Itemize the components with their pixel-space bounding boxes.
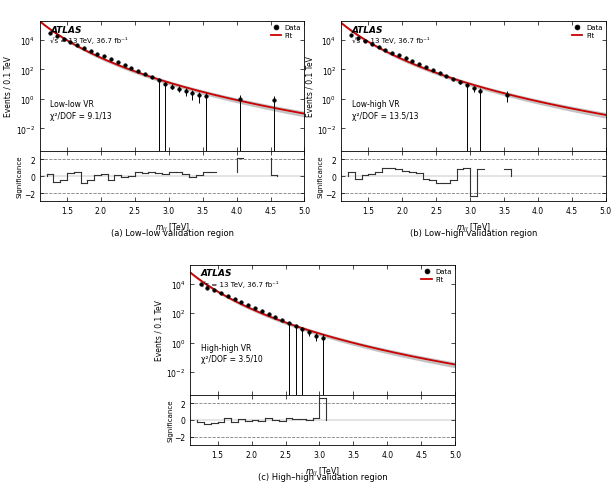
- Y-axis label: Events / 0.1 TeV: Events / 0.1 TeV: [155, 300, 163, 360]
- Y-axis label: Significance: Significance: [167, 399, 173, 441]
- Text: (b) Low–high validation region: (b) Low–high validation region: [410, 229, 537, 238]
- Text: χ²/DOF = 9.1/13: χ²/DOF = 9.1/13: [50, 111, 112, 121]
- Legend: Data, Fit: Data, Fit: [421, 269, 452, 283]
- Y-axis label: Events / 0.1 TeV: Events / 0.1 TeV: [305, 56, 315, 117]
- X-axis label: $m_{JJ}$ [TeV]: $m_{JJ}$ [TeV]: [305, 465, 340, 478]
- X-axis label: $m_{JJ}$ [TeV]: $m_{JJ}$ [TeV]: [155, 222, 190, 235]
- Text: ATLAS: ATLAS: [50, 26, 82, 35]
- Text: (c) High–high validation region: (c) High–high validation region: [258, 472, 387, 481]
- Text: High-high VR: High-high VR: [201, 343, 252, 352]
- X-axis label: $m_{JJ}$ [TeV]: $m_{JJ}$ [TeV]: [456, 222, 491, 235]
- Legend: Data, Fit: Data, Fit: [572, 25, 602, 39]
- Text: Low-low VR: Low-low VR: [50, 100, 94, 108]
- Y-axis label: Significance: Significance: [17, 156, 23, 198]
- Text: χ²/DOF = 3.5/10: χ²/DOF = 3.5/10: [201, 355, 263, 363]
- Text: Low-high VR: Low-high VR: [352, 100, 400, 108]
- Text: √s = 13 TeV, 36.7 fb⁻¹: √s = 13 TeV, 36.7 fb⁻¹: [201, 281, 278, 287]
- Y-axis label: Events / 0.1 TeV: Events / 0.1 TeV: [4, 56, 13, 117]
- Text: ATLAS: ATLAS: [201, 269, 233, 278]
- Legend: Data, Fit: Data, Fit: [271, 25, 301, 39]
- Y-axis label: Significance: Significance: [318, 156, 324, 198]
- Text: ATLAS: ATLAS: [352, 26, 383, 35]
- Text: √s = 13 TeV, 36.7 fb⁻¹: √s = 13 TeV, 36.7 fb⁻¹: [50, 37, 128, 45]
- Text: √s = 13 TeV, 36.7 fb⁻¹: √s = 13 TeV, 36.7 fb⁻¹: [352, 37, 430, 45]
- Text: (a) Low–low validation region: (a) Low–low validation region: [111, 229, 234, 238]
- Text: χ²/DOF = 13.5/13: χ²/DOF = 13.5/13: [352, 111, 418, 121]
